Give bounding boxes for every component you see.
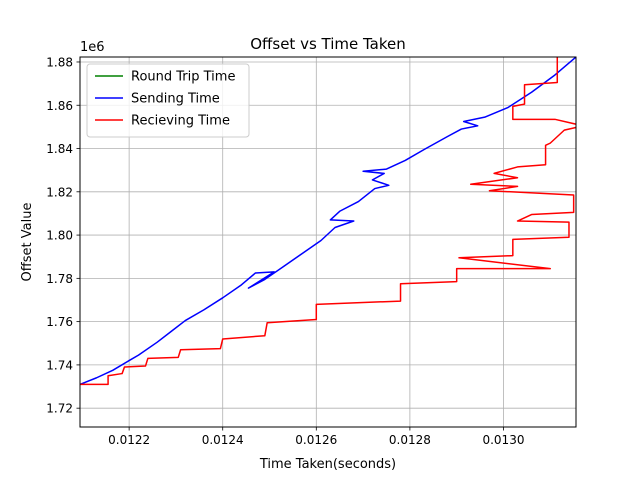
x-tick-label: 0.0130 [482, 433, 524, 447]
y-tick-label: 1.76 [46, 315, 73, 329]
chart-title: Offset vs Time Taken [250, 35, 406, 53]
x-tick-label: 0.0128 [389, 433, 431, 447]
x-tick-label: 0.0126 [295, 433, 337, 447]
y-tick-label: 1.86 [46, 99, 73, 113]
legend-label-recieving-time: Recieving Time [131, 114, 230, 129]
y-tick-label: 1.82 [46, 185, 73, 199]
y-tick-label: 1.84 [46, 142, 73, 156]
y-tick-label: 1.78 [46, 272, 73, 286]
plot-frame [79, 56, 577, 428]
legend-label-sending-time: Sending Time [131, 92, 220, 107]
y-tick-label: 1.88 [46, 55, 73, 69]
x-axis: 0.0122 0.0124 0.0126 0.0128 0.0130 [108, 427, 524, 447]
series-layer [80, 57, 576, 386]
y-tick-label: 1.80 [46, 229, 73, 243]
y-axis-label: Offset Value [20, 203, 35, 282]
series-line-sending-time [80, 57, 576, 386]
series-line-recieving-time [80, 57, 576, 386]
y-axis: 1.72 1.74 1.76 1.78 1.80 1.82 1.84 1.86 1.88 [46, 55, 80, 416]
y-offset-label: 1e6 [80, 40, 105, 55]
x-tick-label: 0.0122 [108, 433, 150, 447]
legend-box [86, 63, 250, 138]
x-axis-label: Time Taken(seconds) [259, 457, 396, 472]
legend-label-round-trip-time: Round Trip Time [131, 70, 235, 85]
y-tick-label: 1.72 [46, 402, 73, 416]
y-tick-label: 1.74 [46, 358, 73, 372]
x-tick-label: 0.0124 [202, 433, 244, 447]
legend: Round Trip Time Sending Time Recieving Tim… [86, 63, 250, 138]
